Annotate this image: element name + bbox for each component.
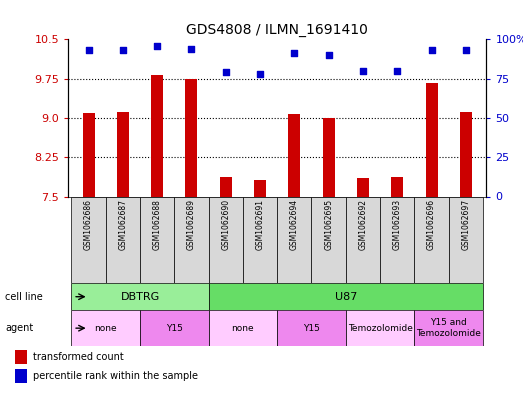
Point	[462, 47, 470, 53]
Bar	[288, 114, 300, 393]
Text: GSM1062688: GSM1062688	[153, 199, 162, 250]
Bar	[346, 310, 414, 346]
Bar	[380, 196, 414, 283]
Bar	[174, 196, 209, 283]
Text: DBTRG: DBTRG	[120, 292, 160, 302]
Text: GSM1062686: GSM1062686	[84, 199, 93, 250]
Text: GSM1062697: GSM1062697	[461, 199, 470, 250]
Bar	[72, 283, 209, 310]
Text: GSM1062692: GSM1062692	[358, 199, 368, 250]
Bar	[72, 310, 140, 346]
Text: Y15 and
Temozolomide: Y15 and Temozolomide	[416, 318, 481, 338]
Bar	[449, 196, 483, 283]
Point	[84, 47, 93, 53]
Title: GDS4808 / ILMN_1691410: GDS4808 / ILMN_1691410	[186, 23, 368, 37]
Point	[393, 68, 402, 74]
Bar	[16, 369, 27, 383]
Point	[359, 68, 367, 74]
Bar	[209, 283, 483, 310]
Bar	[391, 176, 403, 393]
Text: GSM1062693: GSM1062693	[393, 199, 402, 250]
Text: none: none	[232, 324, 254, 332]
Text: GSM1062696: GSM1062696	[427, 199, 436, 250]
Bar	[220, 176, 232, 393]
Bar	[460, 112, 472, 393]
Point	[290, 50, 299, 57]
Bar	[323, 118, 335, 393]
Bar	[357, 178, 369, 393]
Text: cell line: cell line	[5, 292, 43, 302]
Text: GSM1062689: GSM1062689	[187, 199, 196, 250]
Text: transformed count: transformed count	[33, 352, 124, 362]
Bar	[117, 112, 129, 393]
Bar	[140, 196, 174, 283]
Bar	[106, 196, 140, 283]
Bar	[209, 310, 277, 346]
Text: Temozolomide: Temozolomide	[348, 324, 413, 332]
Bar	[140, 310, 209, 346]
Bar	[186, 79, 198, 393]
Bar	[72, 196, 106, 283]
Bar	[209, 196, 243, 283]
Bar	[277, 196, 312, 283]
Bar	[346, 196, 380, 283]
Text: none: none	[95, 324, 117, 332]
Bar	[16, 350, 27, 364]
Text: GSM1062694: GSM1062694	[290, 199, 299, 250]
Point	[256, 71, 264, 77]
Text: GSM1062687: GSM1062687	[118, 199, 128, 250]
Bar	[426, 83, 438, 393]
Point	[119, 47, 127, 53]
Text: agent: agent	[5, 323, 33, 333]
Text: GSM1062690: GSM1062690	[221, 199, 230, 250]
Point	[427, 47, 436, 53]
Text: percentile rank within the sample: percentile rank within the sample	[33, 371, 198, 382]
Text: Y15: Y15	[303, 324, 320, 332]
Text: GSM1062695: GSM1062695	[324, 199, 333, 250]
Bar	[83, 113, 95, 393]
Bar	[277, 310, 346, 346]
Bar	[312, 196, 346, 283]
Bar	[414, 310, 483, 346]
Point	[324, 52, 333, 58]
Text: GSM1062691: GSM1062691	[256, 199, 265, 250]
Bar	[254, 180, 266, 393]
Point	[187, 46, 196, 52]
Text: Y15: Y15	[166, 324, 183, 332]
Point	[222, 69, 230, 75]
Bar	[243, 196, 277, 283]
Bar	[151, 75, 163, 393]
Bar	[414, 196, 449, 283]
Text: U87: U87	[335, 292, 357, 302]
Point	[153, 42, 161, 49]
